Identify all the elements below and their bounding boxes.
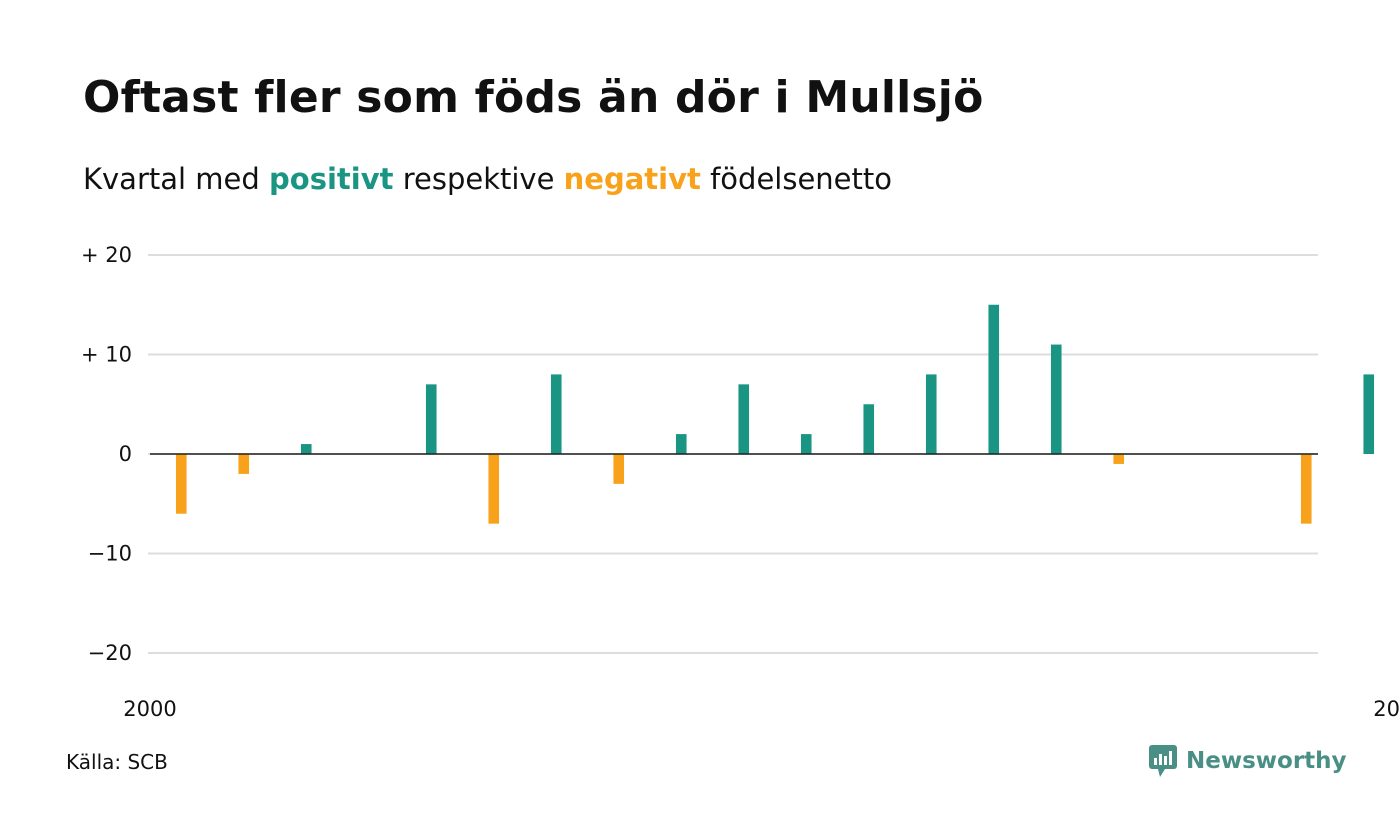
x-tick-label: 2000 [123, 697, 176, 721]
source-note: Källa: SCB [66, 750, 168, 774]
bar-positive [300, 444, 312, 454]
bar-positive [1050, 344, 1062, 454]
bar-positive [988, 304, 1000, 454]
bar-positive [800, 434, 812, 454]
bar-negative [175, 454, 187, 514]
bar-layer [150, 304, 1375, 524]
subtitle-prefix: Kvartal med [83, 162, 270, 196]
bar-negative [1113, 454, 1125, 464]
x-axis-labels: 20002005201020152020 [123, 697, 1400, 721]
chart-title: Oftast fler som föds än dör i Mullsjö [83, 72, 984, 123]
y-tick-label: + 10 [81, 343, 132, 367]
y-tick-label: 0 [119, 442, 132, 466]
subtitle-suffix: födelsenetto [700, 162, 892, 196]
newsworthy-logo-icon [1149, 745, 1177, 777]
bar-positive [1363, 374, 1375, 454]
bar-negative [238, 454, 250, 474]
bar-positive [863, 404, 875, 454]
brand-name: Newsworthy [1186, 748, 1347, 774]
subtitle-negative-word: negativt [563, 162, 701, 196]
bar-negative [613, 454, 625, 484]
subtitle-positive-word: positivt [269, 162, 394, 196]
bar-negative [1300, 454, 1312, 524]
brand-logo: Newsworthy [1148, 744, 1347, 778]
y-tick-label: −10 [88, 542, 132, 566]
bar-positive [425, 384, 437, 454]
subtitle-middle: respektive [393, 162, 564, 196]
bar-negative [488, 454, 500, 524]
bar-positive [738, 384, 750, 454]
y-tick-label: + 20 [81, 243, 132, 267]
bar-positive [550, 374, 562, 454]
chart-subtitle: Kvartal med positivt respektive negativt… [83, 162, 892, 196]
y-axis-labels: + 20 + 10 0 −10 −20 [81, 243, 132, 665]
x-tick-label: 2005 [1373, 697, 1400, 721]
bar-positive [675, 434, 687, 454]
y-tick-label: −20 [88, 641, 132, 665]
bar-positive [925, 374, 937, 454]
